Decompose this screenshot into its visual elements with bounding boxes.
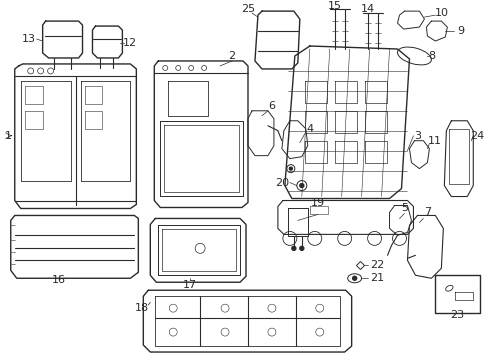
Circle shape <box>300 184 304 188</box>
Text: 11: 11 <box>427 136 441 146</box>
Text: 10: 10 <box>434 8 448 18</box>
Text: 15: 15 <box>328 1 342 11</box>
Text: 8: 8 <box>428 51 435 61</box>
Text: 13: 13 <box>22 34 36 44</box>
Circle shape <box>353 276 357 280</box>
Text: 12: 12 <box>123 38 137 48</box>
Text: 9: 9 <box>458 26 465 36</box>
Text: 21: 21 <box>370 273 385 283</box>
Text: 24: 24 <box>470 131 485 141</box>
Circle shape <box>292 246 296 250</box>
Text: 5: 5 <box>401 203 408 213</box>
Text: 17: 17 <box>183 280 197 290</box>
Text: 16: 16 <box>51 275 66 285</box>
Text: 14: 14 <box>361 4 375 14</box>
Text: 4: 4 <box>306 124 313 134</box>
Text: 20: 20 <box>275 177 289 188</box>
Text: 22: 22 <box>370 260 385 270</box>
Text: 25: 25 <box>241 4 255 14</box>
Text: 2: 2 <box>228 51 236 61</box>
Text: 1: 1 <box>5 131 12 141</box>
Text: 18: 18 <box>135 303 149 313</box>
Text: 7: 7 <box>424 207 431 217</box>
Text: 3: 3 <box>414 131 421 141</box>
Text: 6: 6 <box>269 101 275 111</box>
Circle shape <box>290 167 293 170</box>
Text: 19: 19 <box>311 198 325 207</box>
Text: 23: 23 <box>450 310 465 320</box>
Circle shape <box>300 246 304 250</box>
